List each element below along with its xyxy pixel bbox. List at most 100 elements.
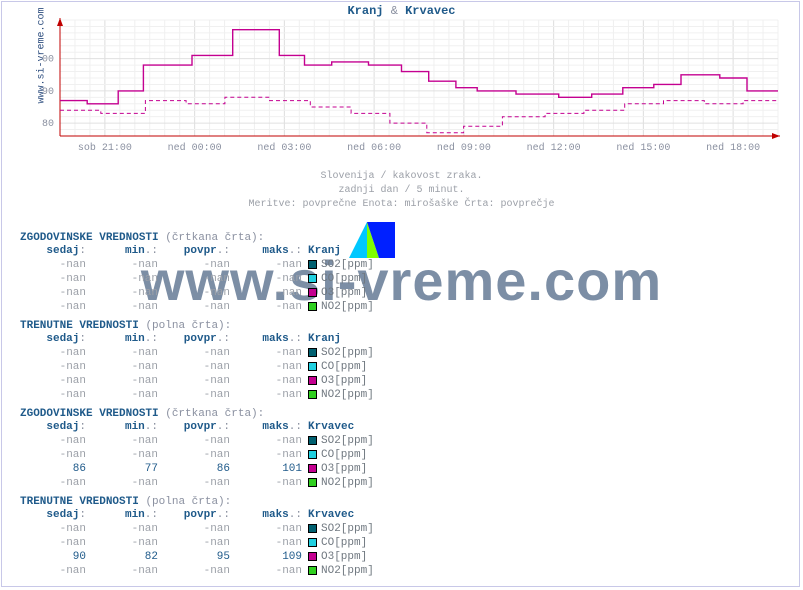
color-swatch — [308, 478, 317, 487]
color-swatch — [308, 348, 317, 357]
col-header: povpr.: — [164, 508, 236, 522]
section-title: ZGODOVINSKE VREDNOSTI (črtkana črta): — [20, 232, 434, 244]
value-cell: -nan — [236, 346, 308, 360]
table-row: -nan-nan-nan-nanNO2[ppm] — [20, 476, 434, 490]
col-header: sedaj: — [20, 332, 92, 346]
col-header: sedaj: — [20, 420, 92, 434]
color-swatch — [308, 538, 317, 547]
value-cell: -nan — [236, 374, 308, 388]
section-title: TRENUTNE VREDNOSTI (polna črta): — [20, 320, 434, 332]
table-row: -nan-nan-nan-nanNO2[ppm] — [20, 388, 434, 402]
svg-text:ned 06:00: ned 06:00 — [347, 142, 401, 154]
color-swatch — [308, 552, 317, 561]
col-header: min.: — [92, 508, 164, 522]
value-cell: 77 — [92, 462, 164, 476]
table-row: -nan-nan-nan-nanNO2[ppm] — [20, 300, 434, 314]
value-cell: -nan — [164, 346, 236, 360]
value-cell: -nan — [92, 258, 164, 272]
table-row: -nan-nan-nan-nanSO2[ppm] — [20, 522, 434, 536]
value-cell: -nan — [92, 272, 164, 286]
svg-text:90: 90 — [42, 87, 54, 98]
col-header: maks.: — [236, 244, 308, 258]
value-cell: -nan — [92, 388, 164, 402]
color-swatch — [308, 450, 317, 459]
subtitle-3: Meritve: povprečne Enota: mirošaške Črta… — [0, 198, 803, 212]
table-row: -nan-nan-nan-nanSO2[ppm] — [20, 434, 434, 448]
col-header: sedaj: — [20, 244, 92, 258]
value-cell: -nan — [92, 448, 164, 462]
table-row: -nan-nan-nan-nanCO[ppm] — [20, 536, 434, 550]
metric-cell: SO2[ppm] — [308, 522, 434, 536]
value-cell: -nan — [164, 476, 236, 490]
value-cell: -nan — [236, 272, 308, 286]
value-cell: -nan — [20, 388, 92, 402]
table-row: 867786101O3[ppm] — [20, 462, 434, 476]
color-swatch — [308, 260, 317, 269]
section-title: ZGODOVINSKE VREDNOSTI (črtkana črta): — [20, 408, 434, 420]
value-cell: -nan — [92, 360, 164, 374]
value-cell: -nan — [236, 564, 308, 578]
metric-cell: CO[ppm] — [308, 360, 434, 374]
col-header: maks.: — [236, 332, 308, 346]
value-cell: -nan — [20, 286, 92, 300]
location-header: Krvavec — [308, 508, 434, 522]
color-swatch — [308, 362, 317, 371]
value-cell: -nan — [92, 346, 164, 360]
color-swatch — [308, 302, 317, 311]
value-cell: 95 — [164, 550, 236, 564]
svg-text:ned 09:00: ned 09:00 — [437, 142, 491, 154]
table-row: -nan-nan-nan-nanSO2[ppm] — [20, 346, 434, 360]
value-cell: -nan — [164, 300, 236, 314]
value-cell: 90 — [20, 550, 92, 564]
table-row: -nan-nan-nan-nanCO[ppm] — [20, 360, 434, 374]
color-swatch — [308, 436, 317, 445]
value-cell: -nan — [20, 522, 92, 536]
col-header: min.: — [92, 420, 164, 434]
value-cell: 86 — [164, 462, 236, 476]
value-cell: -nan — [164, 448, 236, 462]
value-cell: -nan — [20, 476, 92, 490]
col-header: povpr.: — [164, 244, 236, 258]
col-header: min.: — [92, 332, 164, 346]
svg-text:ned 18:00: ned 18:00 — [706, 142, 760, 154]
col-header: min.: — [92, 244, 164, 258]
table-row: -nan-nan-nan-nanO3[ppm] — [20, 286, 434, 300]
table-row: 908295109O3[ppm] — [20, 550, 434, 564]
table-row: -nan-nan-nan-nanCO[ppm] — [20, 272, 434, 286]
col-header: maks.: — [236, 420, 308, 434]
data-tables: ZGODOVINSKE VREDNOSTI (črtkana črta):sed… — [20, 226, 434, 578]
value-cell: -nan — [92, 564, 164, 578]
subtitle-1: Slovenija / kakovost zraka. — [0, 170, 803, 184]
chart-svg: sob 21:00ned 00:00ned 03:00ned 06:00ned … — [42, 6, 782, 166]
value-cell: -nan — [236, 258, 308, 272]
value-cell: -nan — [20, 346, 92, 360]
value-cell: -nan — [164, 374, 236, 388]
col-header: povpr.: — [164, 332, 236, 346]
value-cell: -nan — [20, 434, 92, 448]
value-cell: -nan — [92, 476, 164, 490]
value-cell: -nan — [164, 272, 236, 286]
value-cell: -nan — [92, 434, 164, 448]
color-swatch — [308, 390, 317, 399]
value-cell: 109 — [236, 550, 308, 564]
value-cell: -nan — [236, 448, 308, 462]
svg-text:sob 21:00: sob 21:00 — [78, 142, 132, 154]
values-table: sedaj:min.:povpr.:maks.:Krvavec-nan-nan-… — [20, 508, 434, 578]
color-swatch — [308, 376, 317, 385]
value-cell: -nan — [20, 272, 92, 286]
svg-text:ned 15:00: ned 15:00 — [616, 142, 670, 154]
value-cell: -nan — [236, 434, 308, 448]
value-cell: 101 — [236, 462, 308, 476]
value-cell: -nan — [236, 300, 308, 314]
values-table: sedaj:min.:povpr.:maks.:Kranj-nan-nan-na… — [20, 244, 434, 314]
value-cell: -nan — [164, 258, 236, 272]
svg-text:ned 00:00: ned 00:00 — [168, 142, 222, 154]
color-swatch — [308, 566, 317, 575]
svg-text:100: 100 — [42, 55, 54, 66]
color-swatch — [308, 524, 317, 533]
value-cell: -nan — [236, 522, 308, 536]
chart-subtitles: Slovenija / kakovost zraka. zadnji dan /… — [0, 170, 803, 212]
metric-cell: SO2[ppm] — [308, 258, 434, 272]
value-cell: -nan — [92, 522, 164, 536]
value-cell: -nan — [20, 564, 92, 578]
